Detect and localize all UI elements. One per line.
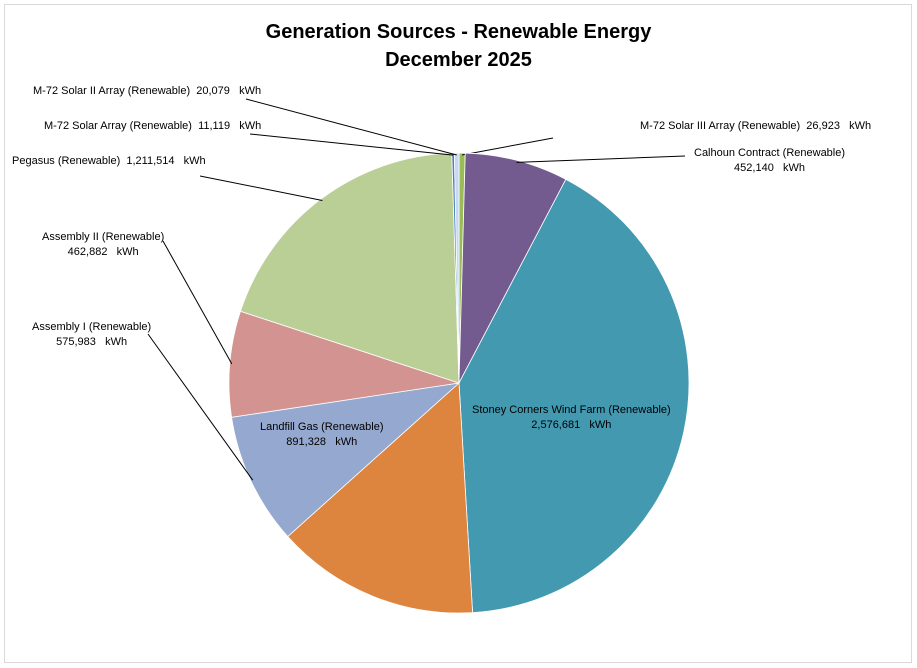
- pie-slice: [453, 152, 460, 384]
- data-label-value: 11,119 kWh: [198, 120, 262, 132]
- data-label: M-72 Solar Array (Renewable) 11,119 kWh: [44, 119, 261, 134]
- data-label-value: 462,882 kWh: [67, 246, 139, 258]
- data-label-value: 26,923 kWh: [806, 120, 872, 132]
- chart-title-line-2: December 2025: [385, 49, 532, 71]
- data-label-category: Stoney Corners Wind Farm (Renewable): [472, 404, 671, 416]
- data-label: Stoney Corners Wind Farm (Renewable) 2,57…: [472, 403, 671, 433]
- pie-slice: [287, 382, 474, 614]
- pie-slice: [228, 310, 460, 418]
- leader-line: [245, 98, 457, 156]
- pie-slice: [458, 152, 567, 384]
- data-label: Landfill Gas (Renewable) 891,328 kWh: [260, 420, 384, 450]
- data-label-value: 891,328 kWh: [286, 436, 358, 448]
- pie-slice: [231, 382, 461, 538]
- data-label: M-72 Solar III Array (Renewable) 26,923 …: [640, 119, 871, 134]
- chart-title-line-1: Generation Sources - Renewable Energy: [265, 21, 652, 43]
- chart-area: [4, 4, 912, 663]
- data-label-category: Assembly II (Renewable): [42, 231, 165, 243]
- data-label-category: M-72 Solar Array (Renewable): [44, 120, 192, 132]
- leader-line: [199, 175, 323, 201]
- data-label-value: 575,983 kWh: [56, 336, 128, 348]
- data-label-category: M-72 Solar III Array (Renewable): [640, 120, 801, 132]
- leader-line: [147, 333, 254, 481]
- pie-slice: [239, 152, 460, 384]
- pie-slice: [458, 178, 690, 614]
- data-label-category: Assembly I (Renewable): [32, 321, 152, 333]
- data-label: Pegasus (Renewable) 1,211,514 kWh: [12, 154, 206, 169]
- data-label-category: Pegasus (Renewable): [12, 155, 121, 167]
- leader-line: [249, 133, 454, 156]
- data-label-category: Landfill Gas (Renewable): [260, 421, 384, 433]
- data-label: Assembly I (Renewable) 575,983 kWh: [32, 320, 151, 350]
- leader-line: [516, 155, 686, 163]
- data-label: Assembly II (Renewable) 462,882 kWh: [42, 230, 164, 260]
- data-label-category: M-72 Solar II Array (Renewable): [33, 85, 191, 97]
- data-label-value: 452,140 kWh: [734, 162, 805, 174]
- data-label-value: 2,576,681 kWh: [531, 419, 612, 431]
- leader-line: [462, 137, 554, 156]
- leader-line: [162, 240, 233, 365]
- data-label: M-72 Solar II Array (Renewable) 20,079 k…: [33, 84, 261, 99]
- chart-title: Generation Sources - Renewable Energy De…: [0, 18, 917, 74]
- data-label: Calhoun Contract (Renewable) 452,140 kWh: [694, 146, 845, 176]
- data-label-value: 1,211,514 kWh: [126, 155, 206, 167]
- data-label-value: 20,079 kWh: [196, 85, 262, 97]
- data-label-category: Calhoun Contract (Renewable): [694, 147, 846, 159]
